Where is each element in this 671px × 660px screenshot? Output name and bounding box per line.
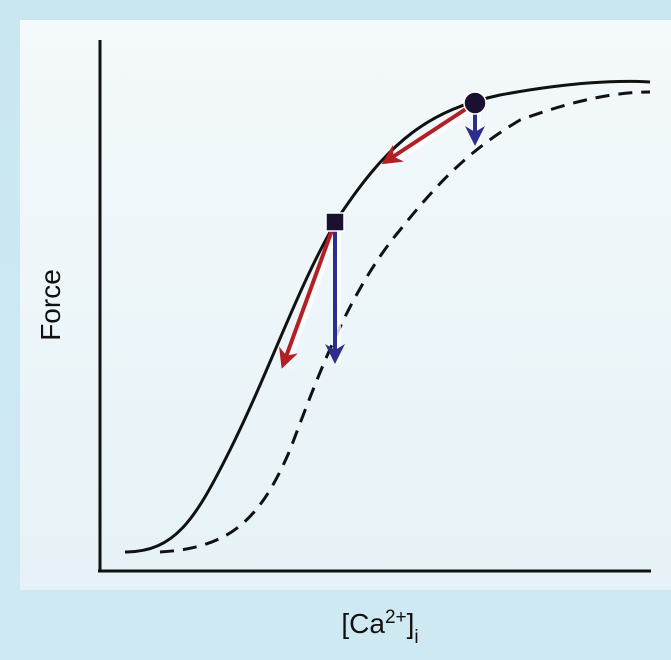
x-label-superscript: 2+ [385, 607, 407, 628]
red-arrow [279, 221, 337, 369]
red-arrow [381, 101, 477, 165]
panel [20, 20, 671, 590]
x-label-part: [Ca [341, 608, 385, 639]
y-axis-label: Force [35, 269, 66, 341]
circle-point [463, 91, 487, 115]
x-axis-label: [Ca2+]i [341, 607, 418, 648]
x-label-subscript: i [414, 627, 418, 648]
square-point [325, 212, 345, 232]
x-label-part: ] [407, 608, 415, 639]
dashed-curve [159, 90, 651, 554]
